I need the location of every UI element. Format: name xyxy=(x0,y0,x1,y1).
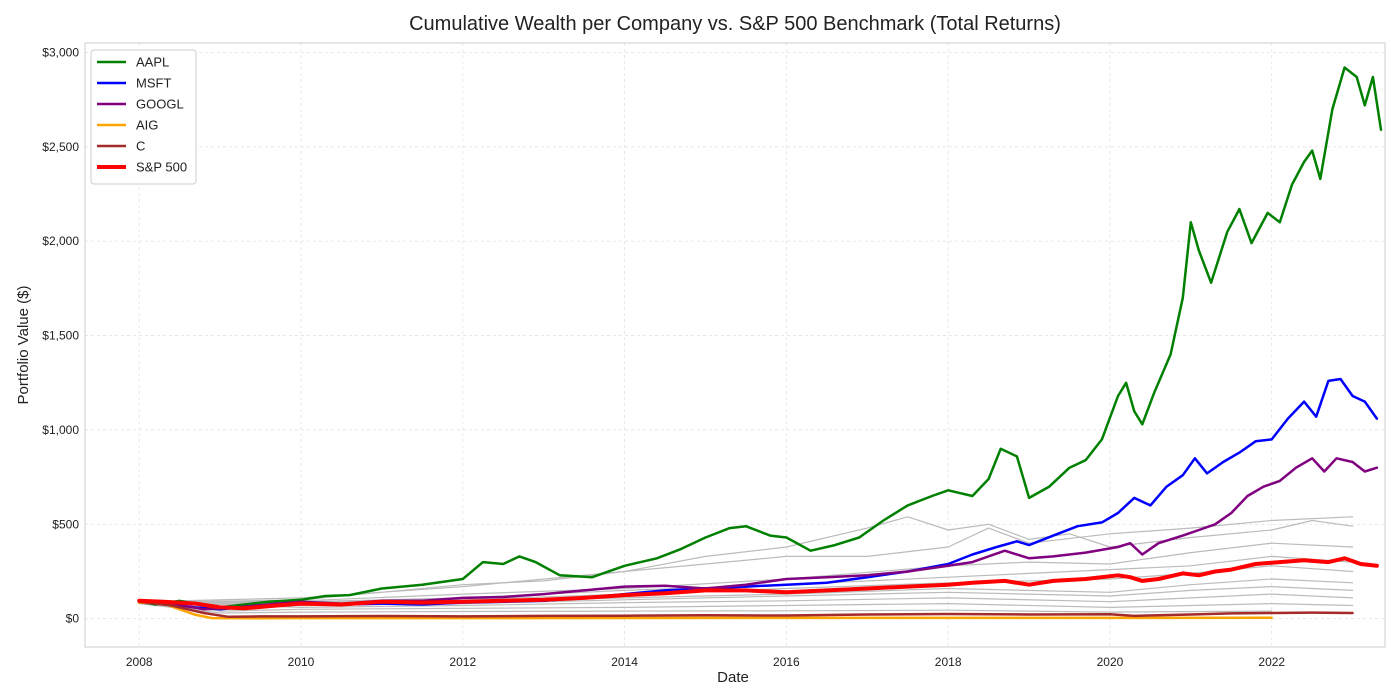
y-tick-label: $1,500 xyxy=(42,329,79,343)
y-tick-label: $2,000 xyxy=(42,234,79,248)
series-line-s-p-500 xyxy=(137,556,1379,611)
y-axis-title: Portfolio Value ($) xyxy=(15,286,32,405)
series-line-comparison-company-7 xyxy=(138,516,1354,604)
legend-label-c: C xyxy=(136,139,145,154)
x-tick-label: 2012 xyxy=(449,655,476,669)
y-tick-label: $1,000 xyxy=(42,423,79,437)
series-line-comparison-company-13 xyxy=(138,593,1354,609)
series-line-comparison-company-14 xyxy=(138,601,1354,612)
series-line-aapl xyxy=(137,66,1383,609)
x-tick-label: 2014 xyxy=(611,655,638,669)
x-tick-label: 2020 xyxy=(1097,655,1124,669)
chart-title: Cumulative Wealth per Company vs. S&P 50… xyxy=(409,13,1061,35)
legend-label-msft: MSFT xyxy=(136,76,171,91)
y-tick-label: $2,500 xyxy=(42,140,79,154)
axis-ticks: 2008 2010 2012 2014 2016 2018 2020 2022 $0 $500 $1… xyxy=(42,45,1285,669)
x-tick-label: 2022 xyxy=(1258,655,1285,669)
legend-label-s-p-500: S&P 500 xyxy=(136,160,187,175)
y-tick-label: $3,000 xyxy=(42,45,79,59)
x-tick-label: 2016 xyxy=(773,655,800,669)
series-line-aig xyxy=(137,601,1273,620)
plot-area-frame xyxy=(84,42,1386,648)
legend: AAPL MSFT GOOGL AIG C S&P 500 xyxy=(90,49,197,185)
x-tick-label: 2010 xyxy=(288,655,315,669)
y-tick-label: $500 xyxy=(52,517,79,531)
series-line-comparison-company-15 xyxy=(138,602,1273,614)
series-line-c xyxy=(137,600,1354,619)
legend-label-aig: AIG xyxy=(136,118,158,133)
x-tick-label: 2008 xyxy=(126,655,153,669)
legend-label-googl: GOOGL xyxy=(136,97,184,112)
series-lines xyxy=(137,66,1383,620)
legend-label-aapl: AAPL xyxy=(136,55,169,70)
x-tick-label: 2018 xyxy=(935,655,962,669)
x-axis-title: Date xyxy=(717,669,749,686)
y-tick-label: $0 xyxy=(66,612,80,626)
